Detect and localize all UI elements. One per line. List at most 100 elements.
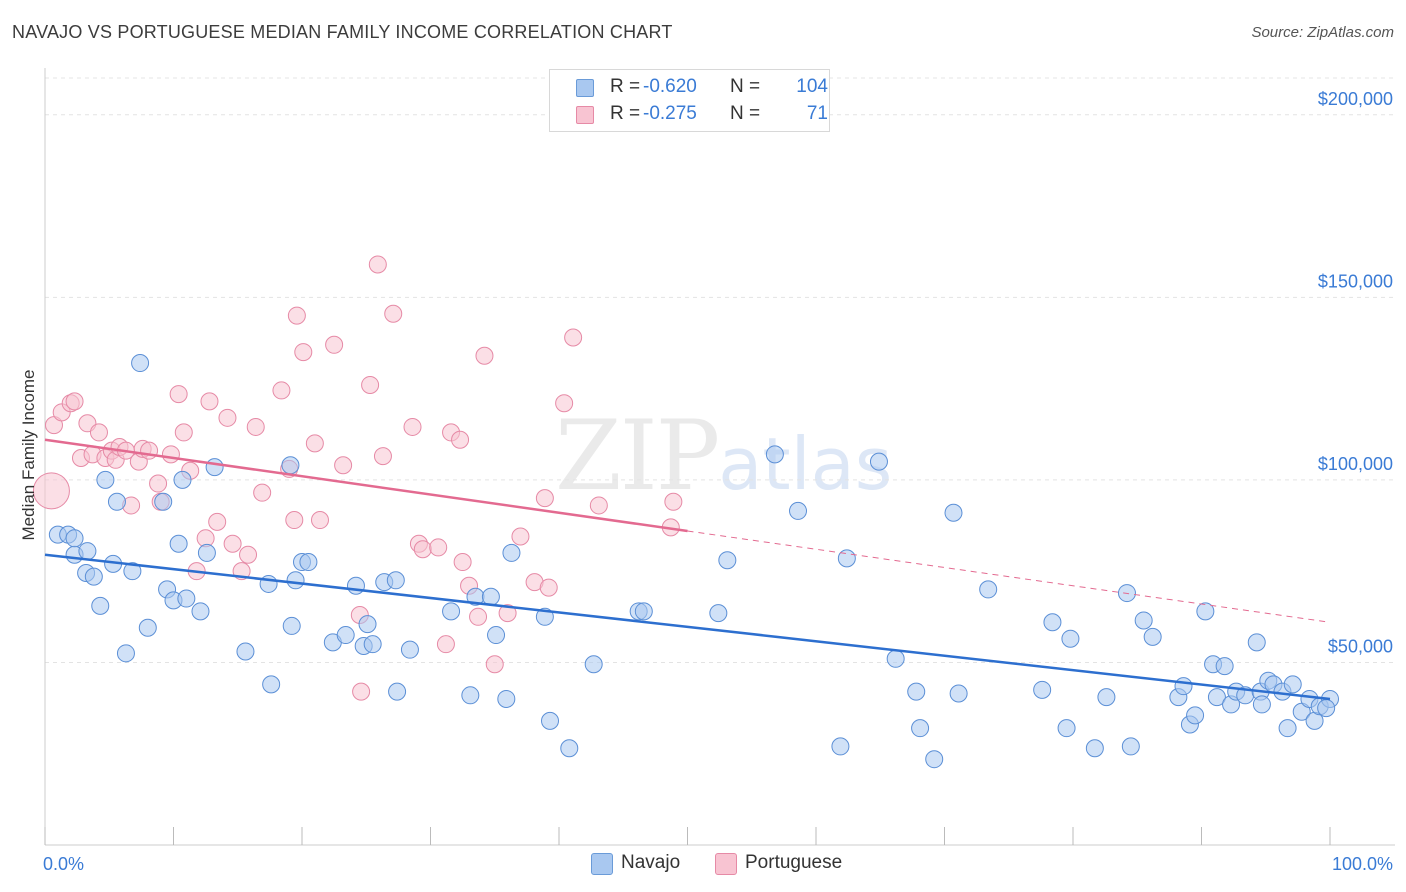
navajo-point (84, 567, 103, 586)
navajo-point (1317, 699, 1336, 718)
watermark-zip: ZIP (555, 400, 720, 512)
portuguese-point (161, 445, 180, 464)
portuguese-point (511, 527, 530, 546)
navajo-point (481, 587, 500, 606)
navajo-point (91, 596, 110, 615)
portuguese-point (403, 417, 422, 436)
portuguese-point (253, 483, 272, 502)
chart-title: NAVAJO VS PORTUGUESE MEDIAN FAMILY INCOM… (12, 22, 673, 42)
navajo-point (205, 458, 224, 477)
portuguese-trend-line-extension (687, 530, 1331, 623)
x-tick-label: 100.0% (1332, 854, 1393, 874)
portuguese-point (246, 417, 265, 436)
bottom-legend-label-navajo: Navajo (621, 852, 681, 873)
bottom-legend-label-portuguese: Portuguese (745, 852, 843, 873)
navajo-point (177, 589, 196, 608)
navajo-point (709, 604, 728, 623)
portuguese-point (564, 328, 583, 347)
navajo-point (197, 543, 216, 562)
legend-n-label: N = (730, 103, 761, 124)
navajo-point (1174, 677, 1193, 696)
navajo-point (442, 602, 461, 621)
portuguese-point (475, 346, 494, 365)
portuguese-point (149, 474, 168, 493)
watermark: ZIPatlas (555, 400, 892, 512)
navajo-point (363, 635, 382, 654)
navajo-point (388, 682, 407, 701)
portuguese-point (453, 553, 472, 572)
navajo-point (502, 543, 521, 562)
navajo-point (1085, 739, 1104, 758)
portuguese-point (325, 335, 344, 354)
portuguese-point (589, 496, 608, 515)
navajo-point (131, 354, 150, 373)
navajo-point (1283, 675, 1302, 694)
navajo-point (169, 534, 188, 553)
portuguese-point (373, 447, 392, 466)
source-label: Source: ZipAtlas.com (1251, 24, 1394, 41)
navajo-point (1278, 719, 1297, 738)
navajo-point (1097, 688, 1116, 707)
navajo-point (346, 576, 365, 595)
portuguese-point (413, 540, 432, 559)
navajo-point (96, 470, 115, 489)
legend-row-navajo: R = -0.620 N = 104 (576, 76, 828, 100)
navajo-point (1207, 688, 1226, 707)
navajo-point (154, 492, 173, 511)
navajo-point (358, 615, 377, 634)
navajo-point (949, 684, 968, 703)
portuguese-point (218, 408, 237, 427)
navajo-point (925, 750, 944, 769)
navajo-point (286, 571, 305, 590)
portuguese-point (285, 511, 304, 530)
portuguese-point (539, 578, 558, 597)
navajo-point (173, 470, 192, 489)
navajo-point (336, 626, 355, 645)
portuguese-point (451, 430, 470, 449)
y-tick-label: $200,000 (1318, 89, 1393, 109)
portuguese-point (368, 255, 387, 274)
navajo-point (765, 445, 784, 464)
navajo-point (907, 682, 926, 701)
portuguese-point (361, 375, 380, 394)
navajo-point (191, 602, 210, 621)
navajo-points (48, 354, 1339, 769)
portuguese-point (32, 472, 70, 510)
portuguese-point (352, 682, 371, 701)
navajo-point (1215, 657, 1234, 676)
portuguese-point (208, 512, 227, 531)
portuguese-point (498, 604, 517, 623)
navajo-point (107, 492, 126, 511)
tick-labels: $50,000 $100,000 $150,000 $200,000 0.0% 100.0… (19, 89, 1393, 874)
legend-r-label: R = (610, 76, 641, 97)
navajo-point (116, 644, 135, 663)
y-axis-title: Median Family Income (19, 369, 38, 540)
portuguese-point (272, 381, 291, 400)
navajo-point (1134, 611, 1153, 630)
navajo-point (123, 562, 142, 581)
portuguese-point (287, 306, 306, 325)
portuguese-trend-line (44, 438, 688, 533)
portuguese-point (223, 534, 242, 553)
portuguese-point (485, 655, 504, 674)
portuguese-point (384, 304, 403, 323)
legend-r-value: -0.620 (643, 76, 697, 97)
correlation-legend: R = -0.620 N = 104 R = -0.275 N = 71 (549, 69, 830, 132)
portuguese-point (469, 607, 488, 626)
legend-swatch-navajo (576, 79, 594, 97)
navajo-point (1043, 613, 1062, 632)
navajo-point (831, 737, 850, 756)
y-tick-label: $100,000 (1318, 454, 1393, 474)
legend-r-label: R = (610, 103, 641, 124)
navajo-point (461, 686, 480, 705)
portuguese-point (239, 545, 258, 564)
portuguese-point (169, 385, 188, 404)
navajo-point (1196, 602, 1215, 621)
bottom-legend-swatch-navajo (591, 853, 613, 875)
portuguese-point (535, 489, 554, 508)
portuguese-point (140, 441, 159, 460)
navajo-point (869, 452, 888, 471)
navajo-point (299, 553, 318, 572)
portuguese-point (89, 423, 108, 442)
